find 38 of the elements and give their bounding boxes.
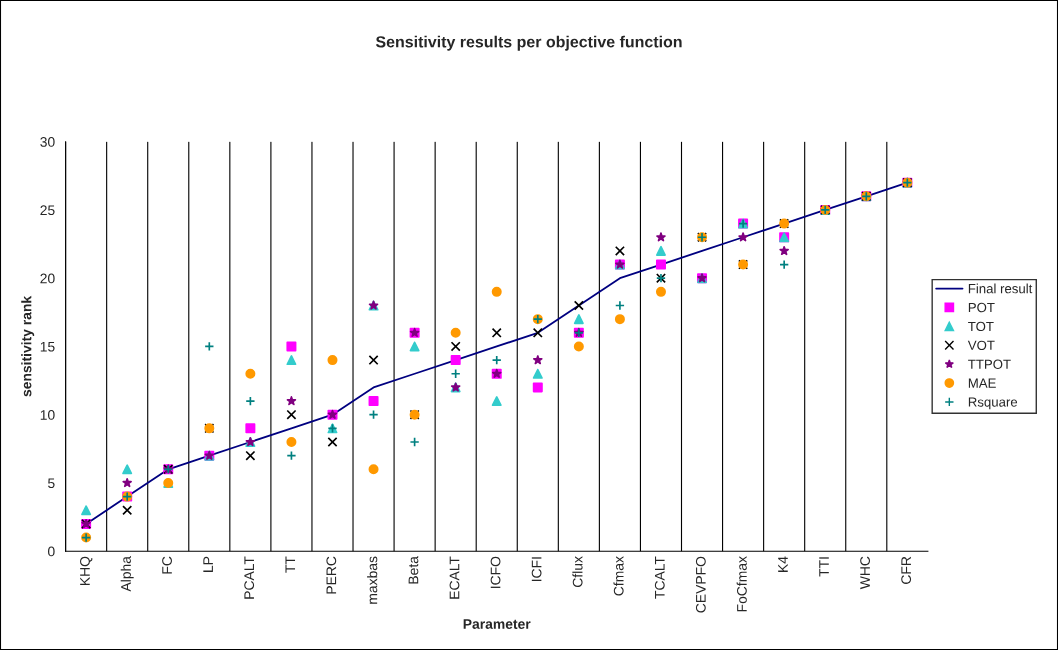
legend-label: Rsquare bbox=[968, 397, 1018, 410]
x-tick-label: Cflux bbox=[572, 556, 583, 587]
x-tick-label: TTI bbox=[819, 557, 829, 577]
legend-label: Final result bbox=[968, 283, 1033, 294]
x-tick-label: ECALT bbox=[449, 556, 460, 599]
x-tick-label: Alpha bbox=[120, 556, 134, 592]
x-tick-label: TCALT bbox=[654, 556, 665, 599]
legend-label: TTPOT bbox=[968, 359, 1011, 369]
legend-label: MAE bbox=[968, 378, 996, 388]
x-tick-label: CFR bbox=[901, 556, 912, 584]
y-tick-label: 30 bbox=[40, 137, 55, 147]
x-tick-label: TT bbox=[285, 556, 296, 573]
x-tick-label: Beta bbox=[408, 556, 419, 584]
y-tick-label: 10 bbox=[40, 410, 55, 420]
legend-label: VOT bbox=[967, 340, 995, 350]
x-tick-label: LP bbox=[203, 556, 213, 572]
y-tick-label: 20 bbox=[40, 273, 55, 284]
x-tick-label: WHC bbox=[860, 556, 870, 590]
x-tick-label: PERC bbox=[326, 556, 337, 594]
x-tick-label: maxbas bbox=[367, 556, 378, 604]
x-tick-label: ICFO bbox=[490, 556, 501, 588]
x-tick-label: ICFI bbox=[531, 557, 542, 582]
y-tick-label: 5 bbox=[48, 478, 55, 489]
x-tick-label: Cfmax bbox=[613, 556, 624, 596]
x-tick-label: FoCfmax bbox=[736, 556, 747, 612]
x-tick-label: KHQ bbox=[80, 556, 93, 586]
x-tick-label: PCALT bbox=[244, 556, 255, 599]
y-tick-label: 25 bbox=[40, 205, 55, 216]
x-tick-label: K4 bbox=[778, 556, 788, 572]
legend-label: TOT bbox=[968, 321, 994, 332]
x-tick-label: CEVPFO bbox=[695, 556, 706, 613]
x-axis-title: Parameter bbox=[463, 619, 531, 629]
y-tick-label: 0 bbox=[48, 546, 55, 557]
y-tick-label: 15 bbox=[40, 341, 55, 352]
y-axis-title: sensitivity rank bbox=[21, 295, 35, 397]
legend-label: POT bbox=[968, 302, 995, 313]
x-tick-label: FC bbox=[162, 556, 172, 574]
chart-title: Sensitivity results per objective function bbox=[375, 35, 682, 51]
